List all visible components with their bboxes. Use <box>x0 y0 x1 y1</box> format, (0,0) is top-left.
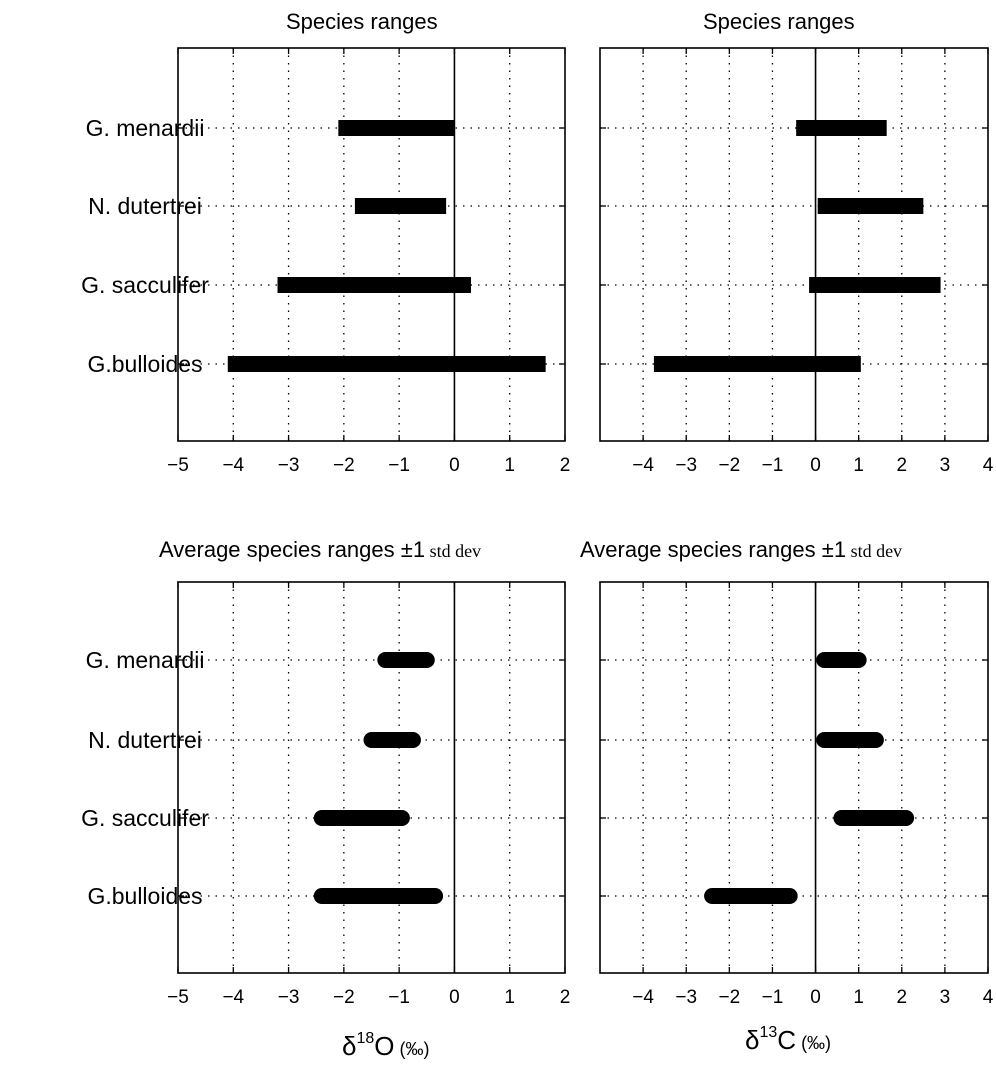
x-tick-label: −5 <box>167 455 189 476</box>
category-label: N. dutertrei <box>88 193 202 219</box>
x-axis-label-oxygen: δ18O (‰) <box>342 1030 430 1061</box>
category-label: N. dutertrei <box>88 727 202 753</box>
range-bar <box>817 198 924 214</box>
range-bar <box>809 277 941 293</box>
category-label: G.bulloides <box>87 883 202 909</box>
range-bar <box>377 652 435 668</box>
range-bar <box>704 888 798 904</box>
x-tick-label: −3 <box>675 455 697 476</box>
x-tick-label: 4 <box>983 455 994 476</box>
axes-frame <box>599 47 989 442</box>
x-tick-label: −3 <box>278 987 300 1008</box>
x-tick-label: 0 <box>810 455 821 476</box>
panel-title-top-left: Species ranges <box>286 9 438 34</box>
category-label: G. sacculifer <box>81 805 209 831</box>
x-tick-label: 0 <box>810 987 821 1008</box>
x-tick-label: −2 <box>333 455 355 476</box>
panel-title-bottom-left: Average species ranges ±1 std dev <box>159 537 481 563</box>
axes-frame <box>177 581 566 974</box>
panel-title-top-right: Species ranges <box>703 9 855 34</box>
x-tick-label: 4 <box>983 987 994 1008</box>
x-tick-label: 3 <box>940 455 951 476</box>
category-label: G. menardii <box>86 647 205 673</box>
x-tick-label: −3 <box>675 987 697 1008</box>
panel-title-bottom-right: Average species ranges ±1 std dev <box>580 537 902 563</box>
x-tick-label: −4 <box>222 455 244 476</box>
title-main: Average species ranges <box>580 537 822 562</box>
x-tick-label: −5 <box>167 987 189 1008</box>
axes-frame <box>177 47 566 442</box>
x-tick-label: 1 <box>504 987 515 1008</box>
x-tick-label: −4 <box>632 987 654 1008</box>
axes-frame <box>599 581 989 974</box>
range-bar <box>833 810 915 826</box>
x-tick-label: 2 <box>896 455 907 476</box>
x-tick-label: −1 <box>388 455 410 476</box>
range-bar <box>653 356 861 372</box>
x-tick-label: −2 <box>333 987 355 1008</box>
x-tick-label: 1 <box>853 455 864 476</box>
range-bar <box>816 652 867 668</box>
x-tick-label: −4 <box>632 455 654 476</box>
x-tick-label: −1 <box>762 987 784 1008</box>
x-tick-label: 1 <box>853 987 864 1008</box>
range-bar <box>277 277 472 293</box>
x-axis-label-carbon: δ13C (‰) <box>745 1024 832 1055</box>
x-tick-label: 3 <box>940 987 951 1008</box>
title-plus-minus: ±1 <box>400 537 426 562</box>
category-label: G.bulloides <box>87 351 202 377</box>
range-bar <box>796 120 887 136</box>
title-std-dev: std dev <box>846 541 903 561</box>
range-bar <box>338 120 455 136</box>
x-tick-label: −1 <box>388 987 410 1008</box>
range-bar <box>363 732 421 748</box>
x-tick-label: 0 <box>449 455 460 476</box>
category-label: G. menardii <box>86 115 205 141</box>
x-tick-label: −1 <box>762 455 784 476</box>
x-tick-label: −4 <box>222 987 244 1008</box>
title-plus-minus: ±1 <box>821 537 847 562</box>
range-bar <box>227 356 546 372</box>
range-bar <box>313 810 410 826</box>
x-tick-label: 2 <box>560 987 571 1008</box>
range-bar <box>313 888 444 904</box>
category-label: G. sacculifer <box>81 272 209 298</box>
x-tick-label: 2 <box>896 987 907 1008</box>
title-main: Average species ranges <box>159 537 401 562</box>
x-tick-label: −3 <box>278 455 300 476</box>
x-tick-label: 1 <box>504 455 515 476</box>
x-tick-label: 2 <box>560 455 571 476</box>
x-tick-label: −2 <box>718 987 740 1008</box>
x-tick-label: 0 <box>449 987 460 1008</box>
range-bar <box>354 198 447 214</box>
x-tick-label: −2 <box>718 455 740 476</box>
range-bar <box>816 732 884 748</box>
title-std-dev: std dev <box>425 541 482 561</box>
